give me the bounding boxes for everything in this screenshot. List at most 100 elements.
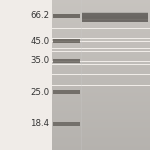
Bar [52,51,150,52]
Bar [52,93,150,94]
Bar [52,147,150,148]
Bar [52,26,150,27]
Bar [52,77,150,78]
Bar [52,120,150,121]
Bar [52,29,150,30]
Bar [52,97,150,98]
Bar [52,121,150,122]
Bar [52,52,150,53]
Bar [52,122,150,123]
Bar [52,110,150,111]
Bar [52,111,150,112]
Bar [82,18,148,19]
Bar [52,139,150,140]
Bar [52,1,150,2]
Bar [52,25,150,26]
Text: 35.0: 35.0 [30,56,50,65]
Bar [52,130,150,131]
Bar [52,8,150,9]
Bar [52,132,150,133]
Bar [52,100,150,101]
Bar [52,123,150,124]
Bar [52,129,150,130]
Bar [52,149,150,150]
Bar [52,56,150,57]
Bar [52,75,150,76]
Bar [52,24,150,25]
Bar [52,140,150,141]
Bar [52,107,150,108]
Bar [52,58,150,59]
Bar [52,30,150,31]
Bar [52,69,150,70]
Bar [52,87,150,88]
Bar [52,101,150,102]
Bar [52,41,150,42]
Bar [82,19,148,20]
Bar [52,55,150,56]
Bar [52,9,150,10]
Bar [52,91,150,92]
Bar [52,109,150,110]
Bar [52,116,150,117]
Bar [52,40,150,41]
Bar [52,70,150,71]
Bar [52,32,150,33]
Bar [82,20,148,21]
Bar [52,131,150,132]
Bar [52,15,150,16]
Bar [53,90,80,94]
Bar [52,10,150,11]
Bar [52,33,150,34]
Bar [52,112,150,113]
Bar [52,14,150,15]
Bar [52,118,150,119]
Bar [52,64,150,65]
Bar [52,82,150,83]
Bar [52,38,150,39]
Bar [82,13,148,22]
Bar [52,92,150,93]
Bar [52,18,150,19]
Bar [52,84,150,85]
Bar [52,39,150,40]
Bar [52,62,150,63]
Bar [52,118,150,119]
Bar [52,102,150,103]
Bar [53,39,80,43]
Bar [52,65,150,66]
Bar [52,141,150,142]
Bar [82,14,148,15]
Bar [52,99,150,100]
Bar [52,144,150,145]
Bar [52,12,150,13]
Bar [52,57,150,58]
Bar [52,85,150,86]
Bar [52,96,150,97]
Bar [52,106,150,107]
Bar [52,46,150,47]
Bar [52,47,150,48]
Bar [52,43,150,44]
Bar [52,36,150,37]
Text: 45.0: 45.0 [30,37,50,46]
Bar [52,133,150,134]
Bar [52,138,150,139]
Bar [52,113,150,114]
Bar [52,4,150,5]
Bar [52,40,150,41]
Bar [52,117,150,118]
Bar [52,89,150,90]
Bar [52,16,150,17]
Text: 18.4: 18.4 [30,119,50,128]
Bar [52,21,150,22]
Bar [52,34,150,35]
Bar [52,49,150,50]
Bar [52,108,150,109]
Bar [52,100,150,101]
Bar [52,146,150,147]
Bar [52,128,150,129]
Bar [52,63,150,64]
Bar [52,28,150,29]
Bar [52,59,150,60]
